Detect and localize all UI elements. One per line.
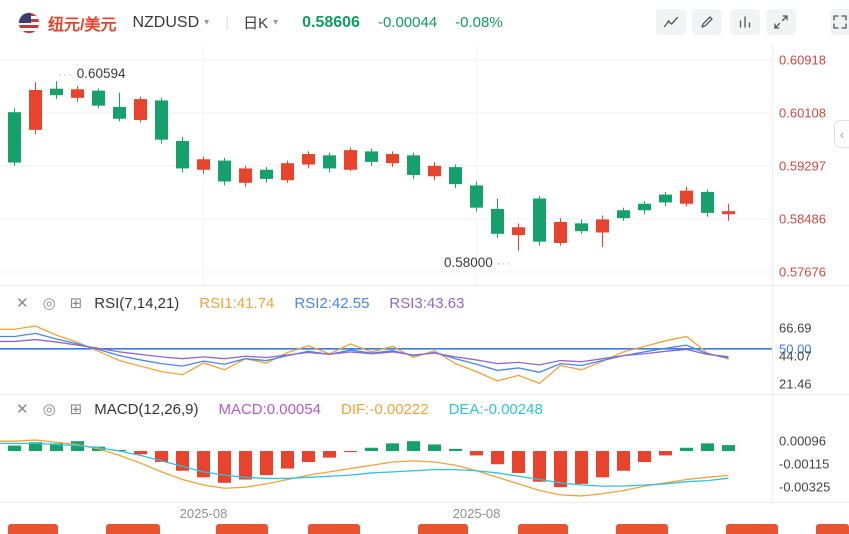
low-price-label: 0.58000 xyxy=(444,255,493,270)
high-price-label: 0.60594 xyxy=(76,66,126,81)
bottom-action-button[interactable] xyxy=(216,524,268,534)
bottom-action-button[interactable] xyxy=(308,524,360,534)
macd-panel-header: ✕ ◎ ⊞ MACD(12,26,9) MACD:0.00054 DIF:-0.… xyxy=(0,396,543,422)
panel-divider xyxy=(0,285,849,286)
pair-flag-icon xyxy=(18,11,40,34)
fullscreen-icon xyxy=(832,15,847,29)
dea-value: DEA:-0.00248 xyxy=(448,400,543,418)
macd-axis-label: -0.00325 xyxy=(779,479,831,495)
bottom-action-button[interactable] xyxy=(816,524,849,534)
price-axis-label: 0.60918 xyxy=(779,52,826,68)
annotation-dots: ··· xyxy=(58,67,73,81)
chart-toolbar xyxy=(656,9,796,35)
pair-code[interactable]: NZDUSD xyxy=(132,13,200,31)
rsi2-value: RSI2:42.55 xyxy=(294,294,370,312)
panel-divider xyxy=(0,394,849,395)
bottom-action-button[interactable] xyxy=(106,524,160,534)
price-change-percent: -0.08% xyxy=(455,14,503,31)
pencil-icon xyxy=(701,16,713,28)
macd-axis-label: 0.00096 xyxy=(779,433,826,449)
timeframe-dropdown-caret-icon[interactable]: ▾ xyxy=(273,17,279,28)
macd-axis-label: -0.00115 xyxy=(779,456,830,472)
line-chart-icon xyxy=(663,16,679,28)
price-axis-label: 0.58486 xyxy=(779,211,826,227)
annotation-dots: ··· xyxy=(496,256,512,270)
header-separator: | xyxy=(225,14,230,31)
time-axis-label: 2025-08 xyxy=(179,506,228,521)
current-price: 0.58606 xyxy=(302,13,360,31)
candlestick-chart[interactable] xyxy=(0,45,849,285)
resize-button[interactable] xyxy=(766,9,796,35)
bottom-action-button[interactable] xyxy=(8,524,58,534)
rsi-close-icon[interactable]: ✕ xyxy=(16,295,29,312)
low-price-annotation: 0.58000 ··· xyxy=(444,255,512,270)
rsi-panel-header: ✕ ◎ ⊞ RSI(7,14,21) RSI1:41.74 RSI2:42.55… xyxy=(0,290,464,316)
rsi1-value: RSI1:41.74 xyxy=(199,294,275,312)
panel-divider xyxy=(0,502,849,503)
price-change: -0.00044 xyxy=(377,14,438,31)
rsi-settings-icon[interactable]: ◎ xyxy=(42,295,56,312)
price-axis-label: 0.59297 xyxy=(779,158,826,174)
macd-title: MACD(12,26,9) xyxy=(94,400,199,418)
bottom-action-button[interactable] xyxy=(616,524,668,534)
macd-chart[interactable] xyxy=(0,415,849,500)
bottom-action-button[interactable] xyxy=(518,524,568,534)
rsi3-value: RSI3:43.63 xyxy=(389,294,465,312)
price-axis-label: 0.60108 xyxy=(779,105,826,121)
axis-divider xyxy=(772,45,773,502)
rsi-axis-label: 50.00 xyxy=(779,341,812,357)
high-price-annotation: ··· 0.60594 xyxy=(58,66,126,81)
timeframe-selector[interactable]: 日K xyxy=(243,15,269,32)
rsi-axis-label: 21.46 xyxy=(779,376,812,392)
pair-dropdown-caret-icon[interactable]: ▾ xyxy=(204,17,210,28)
bottom-action-button[interactable] xyxy=(726,524,778,534)
signal-button[interactable] xyxy=(730,9,760,35)
rsi-axis-label: 44.07 xyxy=(779,348,812,364)
macd-value: MACD:0.00054 xyxy=(218,400,322,418)
collapse-panel-chevron[interactable]: ‹ xyxy=(834,120,849,148)
rsi-title: RSI(7,14,21) xyxy=(94,294,180,312)
macd-close-icon[interactable]: ✕ xyxy=(16,401,29,418)
rsi-chart[interactable] xyxy=(0,315,849,395)
expand-arrows-icon xyxy=(774,15,788,29)
rsi-axis-label: 66.69 xyxy=(779,320,812,336)
signal-bars-icon xyxy=(739,16,751,28)
pair-name-chinese: 纽元/美元 xyxy=(48,16,117,34)
fullscreen-button[interactable] xyxy=(830,9,849,35)
macd-settings-icon[interactable]: ◎ xyxy=(42,401,56,418)
bottom-action-button[interactable] xyxy=(418,524,468,534)
rsi-maximize-icon[interactable]: ⊞ xyxy=(69,295,83,312)
price-axis-label: 0.57676 xyxy=(779,264,826,280)
draw-tool-button[interactable] xyxy=(692,9,722,35)
dif-value: DIF:-0.00222 xyxy=(341,400,429,418)
time-axis-label: 2025-08 xyxy=(452,506,501,521)
macd-maximize-icon[interactable]: ⊞ xyxy=(69,401,83,418)
chart-style-button[interactable] xyxy=(656,9,686,35)
